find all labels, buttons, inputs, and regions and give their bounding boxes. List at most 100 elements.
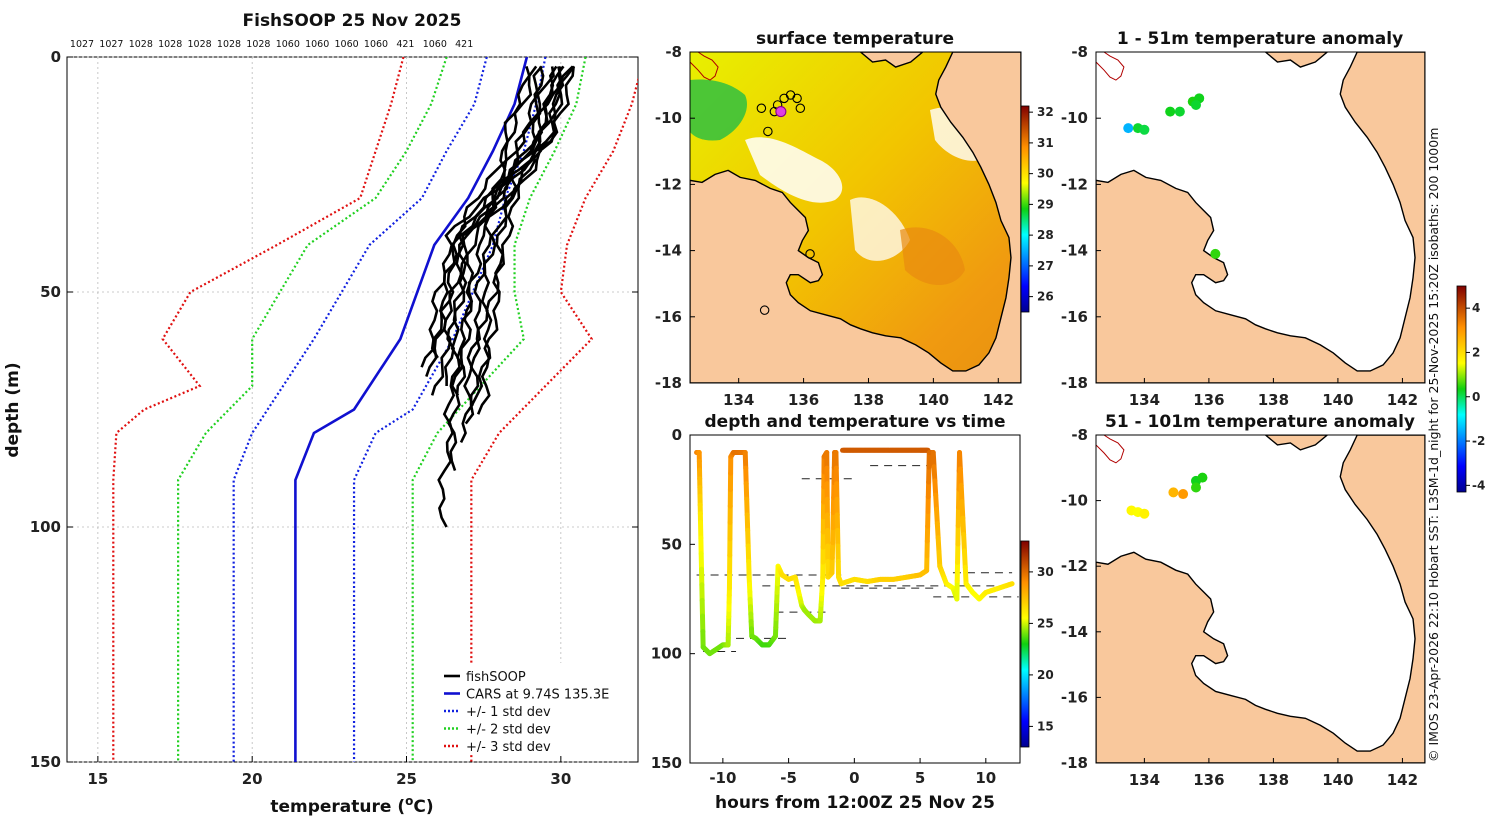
sst-warm-patch bbox=[900, 227, 965, 285]
anomaly-colorbar-ticks: 4 2 0 -2 -4 bbox=[1466, 301, 1485, 492]
anomaly-shallow-point-7 bbox=[1190, 99, 1201, 110]
time-ylabel-150: 150 bbox=[651, 754, 682, 772]
time-track-points bbox=[694, 447, 1015, 657]
anomaly-deep-title: 51 - 101m temperature anomaly bbox=[1105, 412, 1415, 432]
anomaly-shallow-point-2 bbox=[1139, 124, 1150, 135]
anomaly-deep-point-6 bbox=[1197, 472, 1208, 483]
sst-cb-label-29: 29 bbox=[1037, 197, 1054, 211]
sst-cb-label-30: 30 bbox=[1037, 167, 1054, 181]
fishsoop-cast-6 bbox=[447, 66, 555, 472]
time-seg-6-7-6 bbox=[961, 548, 968, 570]
top-label-5: 1028 bbox=[217, 39, 241, 50]
sst-cb-label-26: 26 bbox=[1037, 290, 1054, 304]
sst-ticks: 134 136 138 140 142 -8 -10 -12 -14 -16 -18 bbox=[655, 43, 1014, 409]
time-ylabel-100: 100 bbox=[651, 645, 682, 663]
anomaly-deep-point-3 bbox=[1168, 487, 1179, 498]
profile-xlabel: temperature (oC) bbox=[270, 794, 433, 817]
a2-ticks-ylabel--12: -12 bbox=[1061, 557, 1088, 575]
anomaly-shallow-points bbox=[1123, 93, 1221, 259]
ytick-label-50: 50 bbox=[40, 283, 61, 301]
a2-ticks-xlabel-136: 136 bbox=[1193, 771, 1224, 789]
ytick-label-0: 0 bbox=[51, 48, 61, 66]
a1-ticks-xlabel-134: 134 bbox=[1129, 391, 1160, 409]
top-label-1: 1027 bbox=[99, 39, 123, 50]
profile-series-1 bbox=[352, 57, 547, 762]
top-label-8: 1060 bbox=[305, 39, 329, 50]
sst-cloud-patch-2 bbox=[850, 197, 910, 261]
anomaly-shallow-axes-box bbox=[1095, 51, 1426, 384]
anomaly-cb-label--4: -4 bbox=[1472, 478, 1485, 492]
top-label-0: 1027 bbox=[70, 39, 94, 50]
sst-green-patch bbox=[690, 79, 748, 141]
fishsoop-cast-10 bbox=[459, 66, 531, 443]
a2-ticks-xlabel-138: 138 bbox=[1258, 771, 1289, 789]
anomaly-shallow-point-0 bbox=[1123, 123, 1134, 134]
sst-title: surface temperature bbox=[756, 29, 954, 49]
profile-top-labels: 1027 1027 1028 1028 1028 1028 1028 1060 1060 1060… bbox=[70, 39, 473, 50]
legend-label-2: +/- 1 std dev bbox=[466, 705, 551, 720]
anomaly-deep-point-7 bbox=[1190, 482, 1201, 493]
top-label-2: 1028 bbox=[129, 39, 153, 50]
m-ticks-ylabel--16: -16 bbox=[655, 308, 682, 326]
fishsoop-cast-4 bbox=[425, 65, 538, 378]
legend-label-0: fishSOOP bbox=[466, 670, 526, 685]
time-xlabel--5: -5 bbox=[780, 769, 797, 787]
sst-map-panel: 134 136 138 140 142 -8 -10 -12 -14 -16 -18 surface… bbox=[655, 29, 1054, 409]
top-label-4: 1028 bbox=[188, 39, 212, 50]
legend-label-1: CARS at 9.74S 135.3E bbox=[466, 688, 609, 703]
sst-station-8 bbox=[805, 249, 815, 259]
anomaly-shallow-panel: 134 136 138 140 142 -8 -10 -12 -14 -16 -18 1 - 51m… bbox=[1061, 29, 1426, 409]
time-seg-6-7-4 bbox=[960, 515, 967, 537]
time-cb-label-20: 20 bbox=[1037, 668, 1054, 682]
time-xlabel--10: -10 bbox=[709, 769, 736, 787]
anomaly-shallow-point-8 bbox=[1210, 248, 1221, 259]
top-label-7: 1060 bbox=[276, 39, 300, 50]
m-ticks-ylabel--10: -10 bbox=[655, 109, 682, 127]
a1-ticks-xlabel-142: 142 bbox=[1387, 391, 1418, 409]
profile-ylabel: depth (m) bbox=[3, 362, 23, 457]
top-label-6: 1028 bbox=[246, 39, 270, 50]
top-label-12: 1060 bbox=[423, 39, 447, 50]
xtick-label-25: 25 bbox=[396, 770, 417, 788]
top-label-13: 421 bbox=[455, 39, 473, 50]
profile-legend: fishSOOP CARS at 9.74S 135.3E +/- 1 std de… bbox=[438, 663, 628, 755]
time-seg-6-7-7 bbox=[962, 564, 969, 587]
m-ticks-ylabel--14: -14 bbox=[655, 242, 682, 260]
time-colorbar-ticks: 30 25 20 15 bbox=[1029, 565, 1054, 733]
time-cb-label-30: 30 bbox=[1037, 565, 1054, 579]
sst-colorbar bbox=[1020, 105, 1030, 313]
anomaly-cb-label-0: 0 bbox=[1472, 390, 1480, 404]
a2-ticks-ylabel--14: -14 bbox=[1061, 623, 1088, 641]
a1-ticks-ylabel--10: -10 bbox=[1061, 109, 1088, 127]
fishsoop-cast-9 bbox=[420, 66, 565, 368]
sst-cb-label-32: 32 bbox=[1037, 105, 1054, 119]
anomaly-shallow-title: 1 - 51m temperature anomaly bbox=[1117, 29, 1403, 49]
m-ticks-xlabel-138: 138 bbox=[853, 391, 884, 409]
a1-ticks-ylabel--8: -8 bbox=[1071, 43, 1088, 61]
legend-box bbox=[438, 663, 628, 755]
sst-station-10 bbox=[775, 106, 787, 118]
time-seg-6-12-7 bbox=[1007, 581, 1015, 587]
m-ticks-ylabel--18: -18 bbox=[655, 374, 682, 392]
a2-ticks-xlabel-134: 134 bbox=[1129, 771, 1160, 789]
a2-ticks-xlabel-142: 142 bbox=[1387, 771, 1418, 789]
sst-colorbar-ticks: 32 31 30 29 28 27 26 bbox=[1029, 105, 1054, 304]
profile-series-0 bbox=[294, 57, 529, 762]
a1-ticks-ylabel--12: -12 bbox=[1061, 175, 1088, 193]
m-ticks-ylabel--12: -12 bbox=[655, 175, 682, 193]
anomaly-deep-point-2 bbox=[1139, 508, 1150, 519]
sst-cloud-patch bbox=[745, 137, 843, 203]
time-xlabel-5: 5 bbox=[915, 769, 925, 787]
m-ticks-ylabel--8: -8 bbox=[665, 43, 682, 61]
time-ylabel-50: 50 bbox=[661, 535, 682, 553]
anomaly-deep-ticks: 134 136 138 140 142 -8 -10 -12 -14 -16 -18 bbox=[1061, 426, 1418, 789]
anomaly-shallow-point-4 bbox=[1174, 106, 1185, 117]
anomaly-deep-points bbox=[1126, 472, 1208, 519]
m-ticks-xlabel-136: 136 bbox=[788, 391, 819, 409]
anomaly-colorbar bbox=[1456, 285, 1467, 493]
xtick-label-15: 15 bbox=[87, 770, 108, 788]
